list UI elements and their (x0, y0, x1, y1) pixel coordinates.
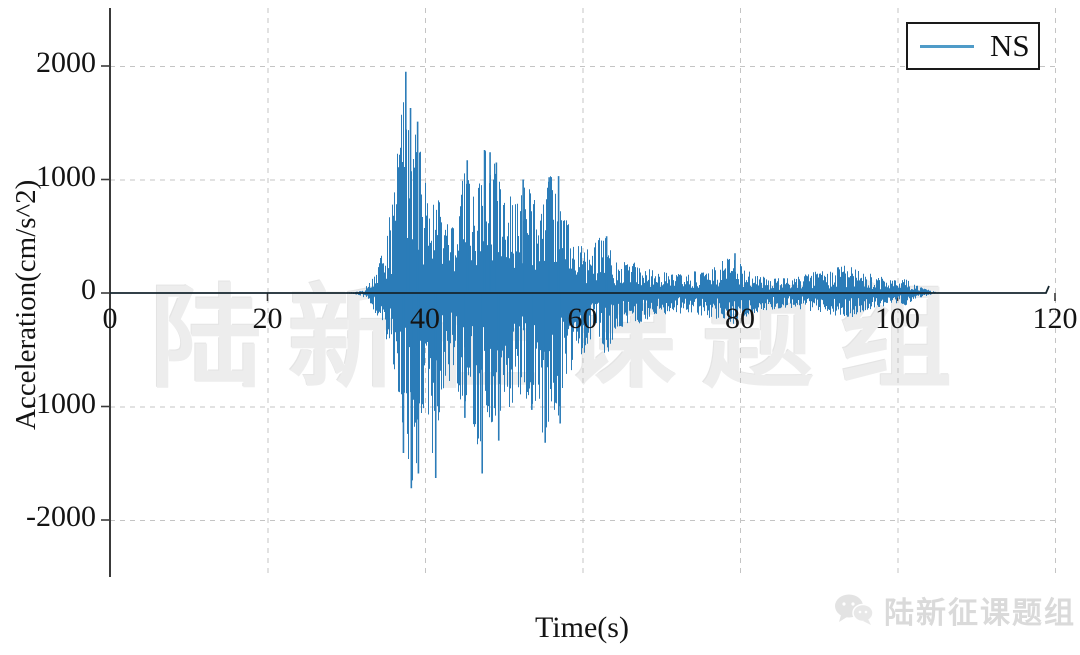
ns-acceleration-trace (336, 102, 944, 481)
legend-label: NS (990, 28, 1030, 63)
peak-spikes (402, 71, 736, 489)
legend-line-sample (920, 44, 974, 48)
zero-baseline (110, 285, 1050, 294)
x-axis-title: Time(s) (535, 611, 629, 644)
y-axis-title: Acceleration(cm/s^2) (10, 179, 42, 430)
legend: NS (906, 22, 1040, 70)
watermark-badge-text: 陆新征课题组 (884, 597, 1076, 630)
watermark-badge: 陆新征课题组 (833, 588, 1076, 632)
wechat-chat-bubbles-icon (835, 594, 874, 625)
